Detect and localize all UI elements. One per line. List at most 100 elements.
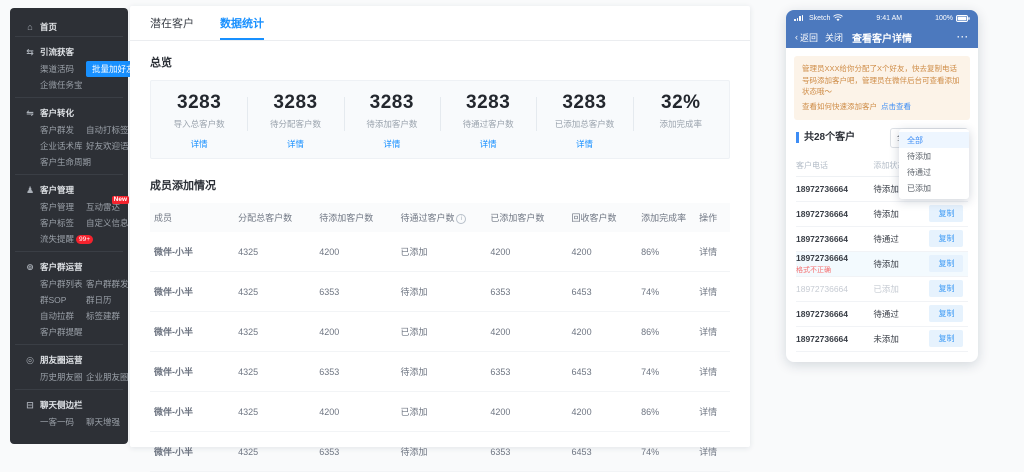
sidebar-item[interactable]: 企业朋友圈 xyxy=(86,372,129,382)
main-tab[interactable]: 潜在客户 xyxy=(150,18,194,30)
customer-phone: 18972736664 xyxy=(796,333,849,344)
stat-detail-link[interactable]: 详情 xyxy=(575,139,593,149)
sidebar-section-items: 客户群发 自动打标签 企业话术库 好友欢迎语客户生命周期 xyxy=(15,125,129,167)
copy-button[interactable]: 复制 xyxy=(929,305,964,322)
chat-sidebar-icon: ⊟ xyxy=(26,399,34,410)
dropdown-option[interactable]: 待添加 xyxy=(907,151,931,161)
sidebar-item[interactable]: 渠道活码 xyxy=(40,64,75,74)
member-table-header-cell: 添加完成率 xyxy=(637,203,696,232)
member-cell: 4200 xyxy=(315,391,397,432)
stat-cell: 3283 待添加客户数 详情 xyxy=(343,92,440,149)
notice-text: 管理员XXX给你分配了X个好友，快去复制电话号码添加客户吧，管理员在微伴后台可查… xyxy=(802,64,960,97)
member-cell: 4200 xyxy=(486,232,568,272)
phone-status-bar: Sketch 9:41 AM 100% xyxy=(786,10,978,26)
member-detail-link[interactable]: 详情 xyxy=(695,311,730,352)
sidebar-item[interactable]: 自动拉群 xyxy=(40,311,75,321)
list-item: 18972736664 待通过 复制 xyxy=(796,302,968,327)
stat-detail-link[interactable]: 详情 xyxy=(383,139,401,149)
sidebar-item-home[interactable]: ⌂ 首页 xyxy=(10,18,128,36)
member-cell: 86% xyxy=(637,311,696,352)
sidebar-section-items: 渠道活码 批量加好友 企微任务宝 xyxy=(15,61,141,90)
member-detail-link[interactable]: 详情 xyxy=(695,351,730,392)
list-item: 18972736664 待添加 复制 xyxy=(796,202,968,227)
sidebar-item[interactable]: 客户群列表 xyxy=(40,279,83,289)
sidebar-section-title: 客户管理 xyxy=(40,185,75,195)
status-badge: 待通过 xyxy=(873,233,899,244)
stat-detail-link[interactable]: 详情 xyxy=(190,139,208,149)
sidebar-item[interactable]: 客户群发 xyxy=(40,125,75,135)
sidebar-item[interactable]: 客户群提醒 xyxy=(40,327,83,337)
member-cell: 4200 xyxy=(315,232,397,272)
close-button[interactable]: 关闭 xyxy=(825,32,844,43)
overview-title: 总览 xyxy=(150,57,172,69)
dropdown-option[interactable]: 已添加 xyxy=(907,183,931,193)
member-cell: 6353 xyxy=(486,351,568,392)
home-icon: ⌂ xyxy=(27,22,33,32)
sidebar-item[interactable]: 互动雷达 New xyxy=(86,196,130,212)
member-detail-link[interactable]: 详情 xyxy=(695,232,730,272)
sidebar-item[interactable]: 企业话术库 xyxy=(40,141,83,151)
member-cell: 4200 xyxy=(567,391,638,432)
col-phone-header: 客户电话 xyxy=(796,160,828,170)
member-detail-link[interactable]: 详情 xyxy=(695,431,730,472)
sidebar-item[interactable]: 自定义信息 xyxy=(86,218,129,228)
stat-detail-link[interactable]: 详情 xyxy=(479,139,497,149)
dropdown-option[interactable]: 全部 xyxy=(899,132,969,148)
wifi-icon xyxy=(833,14,844,22)
status-badge: 待添加 xyxy=(873,208,899,219)
sidebar-item[interactable]: 聊天增强 xyxy=(86,417,121,427)
stat-label: 待添加客户数 xyxy=(366,119,418,129)
member-cell: 已添加 xyxy=(396,311,487,352)
sidebar-section: ♟ 客户管理 客户管理 互动雷达 New 客户标签 自定义信息 流失提醒 99+ xyxy=(15,174,130,251)
stat-detail-link xyxy=(633,138,729,149)
member-table-title: 成员添加情况 xyxy=(150,180,216,192)
member-cell: 待添加 xyxy=(396,431,487,472)
member-table-header-cell: 待通过客户数 i xyxy=(396,203,487,232)
sidebar-section-title: 客户转化 xyxy=(40,108,75,118)
sidebar-section-items: 一客一码 聊天增强 xyxy=(15,417,123,427)
sidebar-section-title: 客户群运营 xyxy=(40,262,83,272)
sidebar-item[interactable]: 客户群群发 xyxy=(86,279,129,289)
copy-button[interactable]: 复制 xyxy=(929,330,964,347)
copy-button[interactable]: 复制 xyxy=(929,205,964,222)
sidebar-item[interactable]: 标签建群 xyxy=(86,311,121,321)
sidebar-item[interactable]: 流失提醒 99+ xyxy=(40,234,94,244)
sidebar-item[interactable]: 好友欢迎语 xyxy=(86,141,129,151)
member-cell: 待添加 xyxy=(396,351,487,392)
stat-label: 导入总客户数 xyxy=(173,119,225,129)
sidebar-item[interactable]: 批量加好友 xyxy=(86,61,141,77)
sidebar-item[interactable]: 客户生命周期 xyxy=(40,157,92,167)
sidebar-item[interactable]: 一客一码 xyxy=(40,417,75,427)
sidebar-section-title: 聊天侧边栏 xyxy=(40,400,83,410)
sidebar-item[interactable]: 企微任务宝 xyxy=(40,80,83,90)
sidebar-item[interactable]: 自动打标签 xyxy=(86,125,129,135)
stat-detail-link[interactable]: 详情 xyxy=(286,139,304,149)
notice-link[interactable]: 点击查看 xyxy=(881,101,911,111)
sidebar-item[interactable]: 群日历 xyxy=(86,295,112,305)
copy-button[interactable]: 复制 xyxy=(929,280,964,297)
copy-button[interactable]: 复制 xyxy=(929,255,964,272)
member-detail-link[interactable]: 详情 xyxy=(695,271,730,312)
row-action: 复制 xyxy=(925,205,968,222)
customer-icon: ♟ xyxy=(25,184,35,195)
member-cell: 4325 xyxy=(234,431,316,472)
sidebar-item[interactable]: 历史朋友圈 xyxy=(40,372,83,382)
stat-value: 3283 xyxy=(562,92,607,113)
copy-button[interactable]: 复制 xyxy=(929,230,964,247)
member-cell: 6353 xyxy=(486,431,568,472)
back-button[interactable]: ‹ 返回 xyxy=(795,32,819,43)
stat-value: 3283 xyxy=(177,92,222,113)
sidebar-item[interactable]: 客户标签 xyxy=(40,218,75,228)
more-menu-icon[interactable]: ··· xyxy=(957,32,969,42)
sidebar-item[interactable]: 客户管理 xyxy=(40,202,75,212)
main-tab[interactable]: 数据统计 xyxy=(220,6,264,40)
sidebar-item[interactable]: 群SOP xyxy=(40,295,67,305)
stat-cell: 3283 导入总客户数 详情 xyxy=(151,92,247,149)
member-detail-link[interactable]: 详情 xyxy=(695,391,730,432)
sidebar-section: ⊟ 聊天侧边栏一客一码 聊天增强 xyxy=(15,389,123,434)
customer-phone: 18972736664 xyxy=(796,308,849,319)
member-table-header-cell: 已添加客户数 xyxy=(486,203,568,232)
battery-icon xyxy=(956,14,970,22)
member-cell: 4200 xyxy=(567,311,638,352)
dropdown-option[interactable]: 待通过 xyxy=(907,167,931,177)
